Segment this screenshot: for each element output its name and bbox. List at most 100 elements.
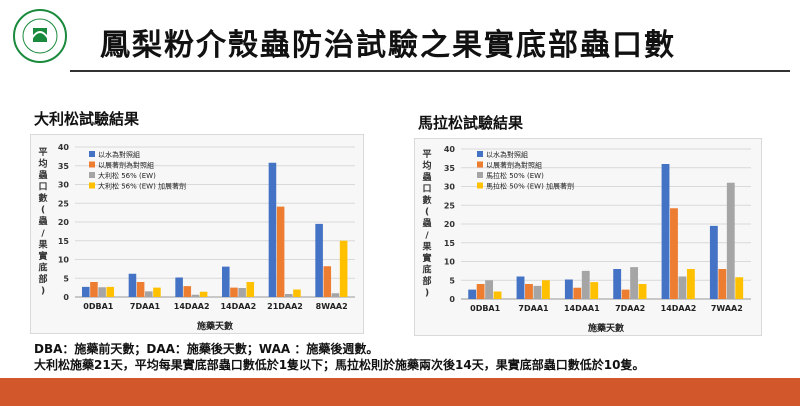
legend-swatch [477,172,483,178]
x-tick-label: 8WAA2 [316,302,348,311]
bar-3-14daa2 [678,276,687,299]
bar-1-8waa2 [315,223,323,297]
bar-1-7daa1 [516,276,525,299]
bar-1-21daa2 [268,162,277,297]
legend-entry: 大利松 56% (EW) [98,171,156,180]
bar-3-14daa1 [581,270,590,299]
bar-1-14daa2 [175,277,183,297]
x-tick-label: 0DBA1 [470,304,500,313]
bar-1-0dba1 [468,289,477,299]
y-tick-label: 10 [58,256,70,265]
bar-4-14daa2 [199,291,208,297]
left-chart-subtitle: 大利松試驗結果 [34,110,140,128]
bar-4-0dba1 [106,286,115,297]
bar-2-7waa2 [718,269,727,299]
bar-2-7daa2 [621,289,630,299]
bar-1-14daa1 [564,279,573,299]
legend-entry: 以展著劑為對照組 [486,161,542,170]
y-tick-label: 35 [444,164,456,173]
page-title: 鳳梨粉介殼蟲防治試驗之果實底部蟲口數 [100,28,676,63]
legend-swatch [89,182,95,189]
x-axis-label: 施藥天數 [588,322,625,334]
bar-4-7waa2 [735,277,744,299]
bar-4-21daa2 [293,289,301,297]
y-tick-label: 5 [63,274,69,283]
x-tick-label: 7DAA1 [130,302,161,311]
y-tick-label: 30 [58,181,70,190]
y-tick-label: 15 [444,239,456,248]
bar-3-7daa1 [145,291,153,297]
y-tick-label: 0 [63,293,69,302]
x-tick-label: 14DAA2 [220,302,256,311]
bar-2-21daa2 [276,206,285,297]
legend-swatch [477,182,483,189]
legend-swatch [477,151,483,157]
legend-swatch [89,151,95,157]
bar-3-0dba1 [485,280,494,299]
bar-4-0dba1 [493,291,502,299]
bar-3-14daa2 [238,288,246,297]
legend-entry: 以水為對照組 [98,150,140,159]
title-divider [70,70,790,72]
bar-1-14daa2 [661,164,670,299]
y-tick-label: 25 [58,199,70,208]
legend-swatch [89,172,95,178]
y-tick-label: 15 [58,237,70,246]
bar-4-14daa2 [686,269,695,299]
bar-2-14daa2 [230,287,238,297]
legend-entry: 馬拉松 50% (EW) 加展著劑 [486,182,574,191]
bar-4-7daa1 [153,287,161,297]
x-tick-label: 0DBA1 [83,302,113,311]
legend-swatch [477,161,483,168]
y-axis-label: 平均蟲口數(蟲/果實底部) [421,149,432,298]
legend-entry: 以水為對照組 [486,150,528,159]
x-tick-label: 7DAA1 [518,304,549,313]
left-chart-panel: 0 5 10 15 20 25 30 35 40 0DBA1 7DAA1 14DAA2 14DAA2 21… [30,134,364,334]
bar-4-7daa2 [638,284,647,299]
legend-entry: 以展著劑為對照組 [98,161,154,170]
y-tick-label: 35 [58,162,70,171]
bar-2-7daa1 [136,282,145,297]
bar-1-7daa2 [613,269,622,299]
bottom-accent-bar [0,378,800,406]
bar-3-14daa2 [191,294,200,297]
footnote-abbreviations: DBA：施藥前天數；DAA：施藥後天數；WAA ：施藥後週數。 [34,342,379,356]
x-tick-label: 21DAA2 [267,302,303,311]
bar-2-14daa2 [670,208,678,299]
bar-2-14daa1 [573,287,582,299]
bar-4-8waa2 [339,240,348,297]
bar-1-7waa2 [709,225,718,299]
x-tick-label: 14DAA2 [174,302,210,311]
x-tick-label: 14DAA2 [661,304,697,313]
legend-entry: 馬拉松 50% (EW) [486,171,544,180]
bar-2-7daa1 [525,284,533,299]
x-axis-label: 施藥天數 [197,320,234,332]
bar-2-0dba1 [90,282,98,297]
bar-3-8waa2 [331,293,340,297]
y-tick-label: 20 [444,220,456,229]
bar-1-14daa2 [222,266,230,297]
left-bar-chart: 0 5 10 15 20 25 30 35 40 0DBA1 7DAA1 14DAA2 14DAA2 21… [37,143,355,332]
legend-swatch [89,161,95,168]
bar-2-0dba1 [476,284,485,299]
bar-4-7daa1 [541,280,550,299]
bar-3-7daa2 [630,267,639,299]
right-bar-chart: 0 5 10 15 20 25 30 35 40 0DBA1 7DAA1 14DAA1 7DAA2 14D… [421,145,751,334]
right-chart-panel: 0 5 10 15 20 25 30 35 40 0DBA1 7DAA1 14DAA1 7DAA2 14D… [414,138,762,336]
y-tick-label: 20 [58,218,70,227]
bar-4-14daa2 [246,282,255,297]
right-chart-subtitle: 馬拉松試驗結果 [418,114,524,132]
institute-logo-icon [13,9,67,63]
y-axis-label: 平均蟲口數(蟲/果實底部) [37,147,48,296]
y-tick-label: 30 [444,183,456,192]
legend-entry: 大利松 56% (EW) 加展著劑 [98,182,186,191]
bar-1-0dba1 [82,286,90,297]
bar-4-14daa1 [590,282,599,299]
y-tick-label: 5 [449,276,455,285]
y-tick-label: 40 [58,143,70,152]
footnote-summary: 大利松施藥21天，平均每果實底部蟲口數低於1隻以下；馬拉松則於施藥兩次後14天，… [34,358,645,372]
x-tick-label: 7WAA2 [711,304,743,313]
bar-3-7daa1 [533,285,542,299]
x-tick-label: 14DAA1 [564,304,600,313]
bar-1-7daa1 [128,273,137,297]
